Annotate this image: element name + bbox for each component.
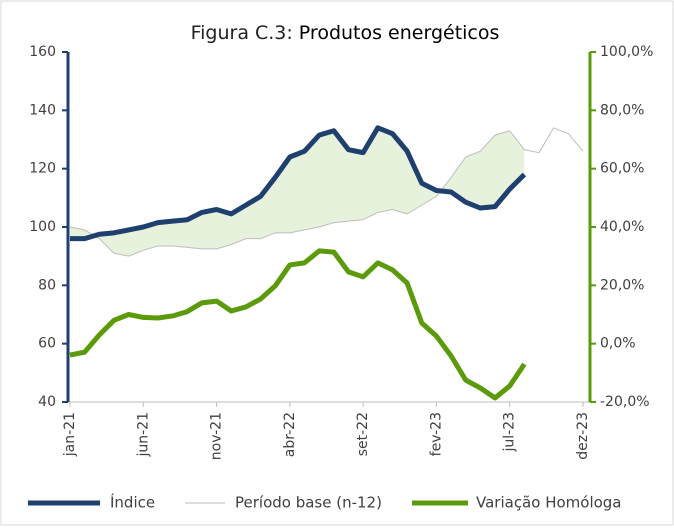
- y-tick-label: 80: [38, 277, 56, 293]
- y2-tick-label: -20,0%: [600, 394, 650, 410]
- y2-tick-label: 40,0%: [600, 219, 644, 235]
- y-tick-label: 160: [29, 44, 56, 60]
- y2-tick-label: 0,0%: [600, 336, 636, 352]
- legend-label: Variação Homóloga: [476, 494, 622, 512]
- y2-tick-label: 20,0%: [600, 277, 644, 293]
- figure-label: Figura C.3:: [191, 22, 293, 44]
- y2-tick-label: 80,0%: [600, 102, 644, 118]
- x-tick-label: jul-23: [502, 412, 518, 453]
- series-line: [69, 248, 527, 401]
- x-tick-label: fev-23: [428, 412, 444, 456]
- legend-label: Período base (n-12): [235, 494, 382, 512]
- y-tick-label: 100: [29, 219, 56, 235]
- series-line: [69, 127, 584, 257]
- x-tick-label: abr-22: [282, 412, 298, 457]
- chart-title: Produtos energéticos: [299, 22, 500, 44]
- x-tick-label: jan-21: [62, 412, 78, 457]
- y-tick-label: 40: [38, 394, 56, 410]
- y2-tick-label: 60,0%: [600, 161, 644, 177]
- x-tick-label: jun-21: [135, 412, 151, 458]
- y-tick-label: 120: [29, 161, 56, 177]
- x-tick-label: dez-23: [575, 412, 591, 460]
- x-tick-label: set-22: [355, 412, 371, 456]
- chart-title-group: Figura C.3: Produtos energéticos: [191, 22, 500, 44]
- x-tick-label: nov-21: [209, 412, 225, 460]
- series-line: [70, 125, 527, 242]
- y2-tick-label: 100,0%: [600, 44, 653, 60]
- y-tick-label: 60: [38, 336, 56, 352]
- y-tick-label: 140: [29, 102, 56, 118]
- legend-label: Índice: [110, 493, 155, 512]
